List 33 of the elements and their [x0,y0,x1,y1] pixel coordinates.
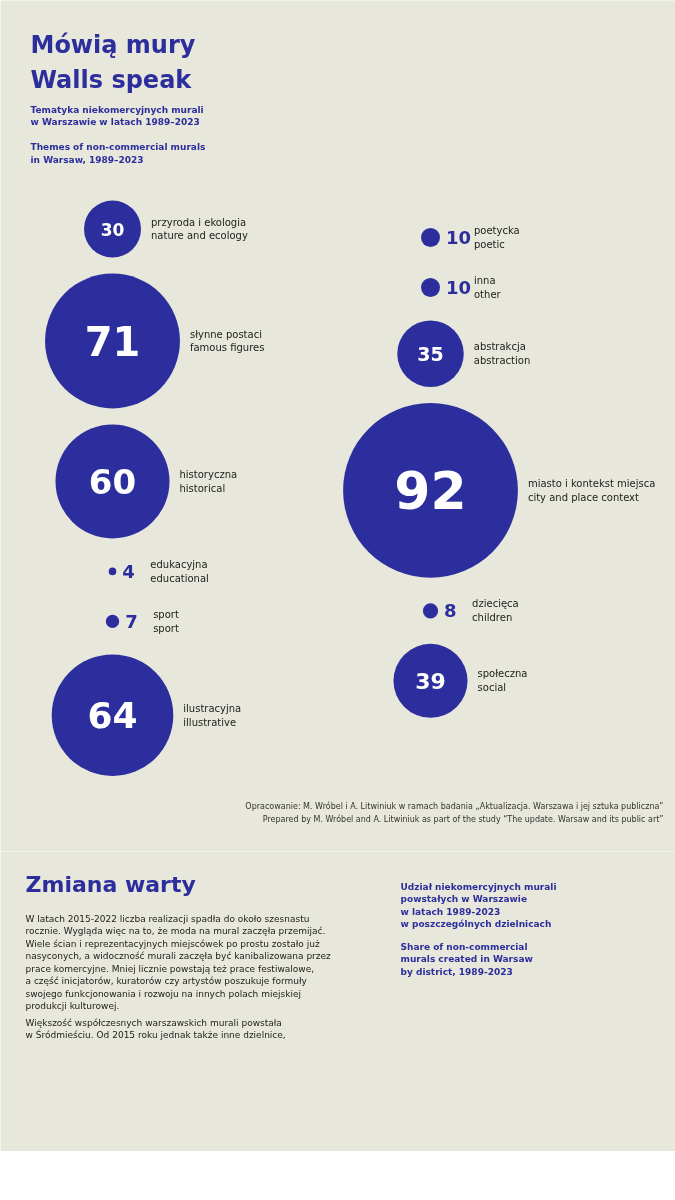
data-label: 39 [415,668,446,694]
data-label: 30 [100,219,125,240]
category-label: edukacyjna educational [150,559,209,584]
text: Opracowanie: M. Wróbel i A. Litwiniuk w ramach badania „Aktualizacja. Warszawa i jej sztuka publiczna” [245,800,664,811]
data-label: 4 [122,560,135,582]
category-label: historyczna historical [179,469,238,494]
category-label: poetycka poetic [474,225,520,250]
data-label: 92 [394,461,467,522]
text: Prepared by M. Wróbel and A. Litwiniuk as part of the study “The update. Warsaw and its public art” [262,813,664,824]
data-label: 8 [444,600,457,622]
data-label: 60 [88,461,137,502]
text: Tematyka niekomercyjnych murali w Warszawie w latach 1989–2023 Themes of non-commercial murals in Warsaw, 1989–2023 [30,104,206,165]
text: W latach 2015-2022 liczba realizacji spadła do około szesnastu rocznie. Wygląda więc na to, że moda na mural zaczęła przemijać. Wiele ścian i reprezentacyjnych miejscówek po prostu zostało już nasyconych, a widoczność murali zaczęła być kanibalizowana przez prace komercyjne. Mniej licznie powstają też prace festiwalowe, a część inicjatorów, kuratorów czy artystów poszukuje formuły swojego funkcjonowania i rozwoju na innych polach miejskiej produkcji kulturowej. [25,913,332,1011]
data-label: 7 [125,610,138,632]
category-label: społeczna social [477,668,528,694]
data-label: 64 [87,695,138,737]
category-label: ilustracyjna illustrative [183,702,242,728]
text: Mówią mury Walls speak [30,30,196,94]
text: Większość współczesnych warszawskich murali powstała w Śródmieściu. Od 2015 roku jednak także inne dzielnice, [25,1017,286,1040]
data-label: 35 [417,342,444,365]
text: Zmiana warty [25,871,196,897]
data-label: 71 [84,318,141,365]
text: Share of non-commercial murals created in Warsaw by district, 1989-2023 [400,941,533,977]
category-label: abstrakcja abstraction [473,341,531,367]
category-label: przyroda i ekologia nature and ecology [151,216,248,242]
category-label: inna other [474,275,502,300]
category-label: słynne postaci famous figures [189,328,265,354]
data-label: 10 [446,277,472,298]
category-label: miasto i kontekst miejsca city and place context [527,478,656,503]
text: Udział niekomercyjnych murali powstałych w Warszawie w latach 1989-2023 w poszczególnych dzielnicach [400,881,557,929]
data-label: 10 [446,227,472,248]
category-label: dziecięca children [472,598,519,624]
category-label: sport sport [153,609,179,634]
